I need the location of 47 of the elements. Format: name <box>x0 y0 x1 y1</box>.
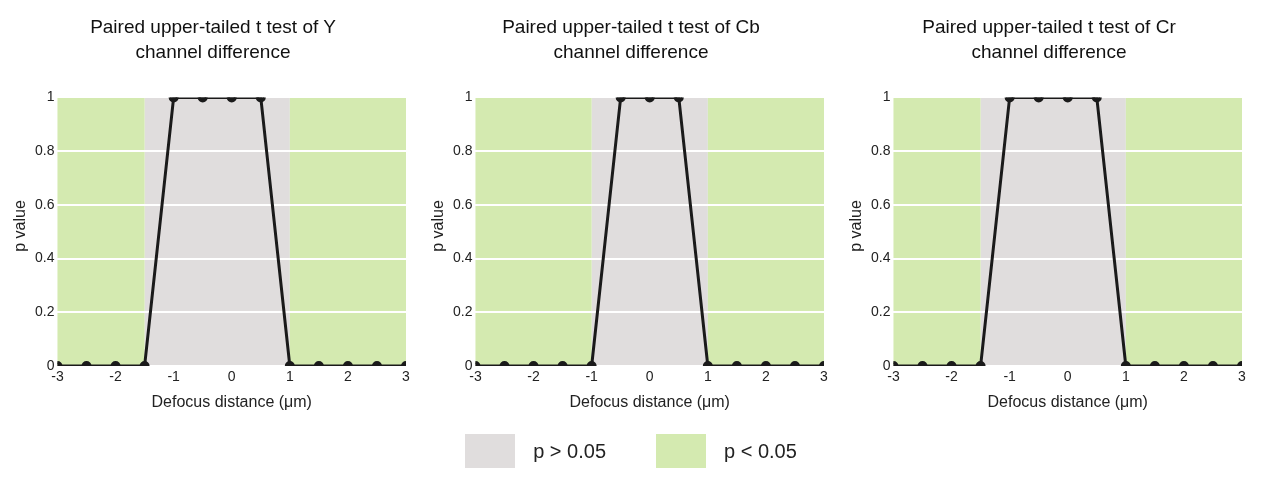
x-tick-label: 2 <box>762 368 771 385</box>
x-axis-title: Defocus distance (μm) <box>987 392 1148 410</box>
x-tick-label: -2 <box>945 368 958 385</box>
x-tick-label: 3 <box>402 368 411 385</box>
x-tick-label: 2 <box>1180 368 1189 385</box>
chart-title: Paired upper-tailed t test of Cr channel difference <box>921 15 1177 64</box>
x-tick-label: 1 <box>703 368 712 385</box>
x-tick-label: 3 <box>1238 368 1247 385</box>
chart-title: Paired upper-tailed t test of Y channel difference <box>89 15 337 64</box>
y-axis-title: p value <box>429 200 447 252</box>
x-tick-label: -1 <box>1003 368 1017 385</box>
x-tick-label: 0 <box>1063 368 1072 385</box>
x-tick-label: 0 <box>645 368 654 385</box>
y-tick-label: 0.4 <box>34 249 55 266</box>
y-tick-label: 0.6 <box>34 195 55 212</box>
x-tick-label: 2 <box>344 368 353 385</box>
y-tick-label: 0.8 <box>34 141 55 158</box>
legend-label: p > 0.05 <box>533 439 606 463</box>
y-tick-label: 0.6 <box>452 195 473 212</box>
x-axis-title: Defocus distance (μm) <box>569 392 730 410</box>
y-tick-label: 0.4 <box>870 249 891 266</box>
y-tick-label: 0.8 <box>870 141 891 158</box>
y-tick-label: 1 <box>882 88 891 105</box>
y-axis-title: p value <box>847 200 865 252</box>
y-tick-label: 0.4 <box>452 249 473 266</box>
y-tick-label: 0.2 <box>870 303 891 320</box>
y-tick-label: 0 <box>464 356 473 373</box>
x-tick-label: -1 <box>167 368 181 385</box>
y-tick-label: 0.8 <box>452 141 473 158</box>
y-tick-label: 1 <box>464 88 473 105</box>
x-tick-label: 1 <box>285 368 294 385</box>
x-tick-label: -1 <box>585 368 599 385</box>
y-tick-label: 0 <box>882 356 891 373</box>
x-tick-label: -2 <box>527 368 540 385</box>
x-tick-label: 0 <box>227 368 236 385</box>
x-tick-label: 1 <box>1121 368 1130 385</box>
y-tick-label: 1 <box>46 88 55 105</box>
y-axis-title: p value <box>11 200 29 252</box>
y-tick-label: 0.2 <box>34 303 55 320</box>
x-axis-title: Defocus distance (μm) <box>151 392 312 410</box>
legend-label: p < 0.05 <box>724 439 797 463</box>
x-tick-label: -2 <box>109 368 122 385</box>
y-tick-label: 0.2 <box>452 303 473 320</box>
chart-title: Paired upper-tailed t test of Cb channel difference <box>501 15 761 64</box>
x-tick-label: 3 <box>820 368 829 385</box>
y-tick-label: 0 <box>46 356 55 373</box>
y-tick-label: 0.6 <box>870 195 891 212</box>
